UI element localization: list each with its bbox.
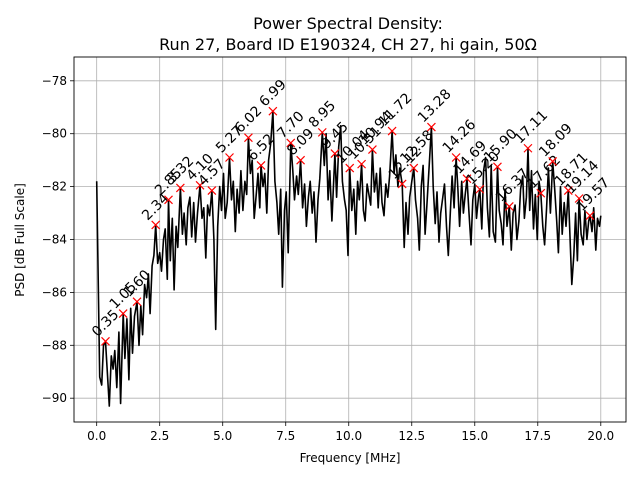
- peak-marker: [164, 195, 173, 205]
- peak-marker: [268, 106, 278, 116]
- x-tick-label: 7.5: [276, 429, 295, 443]
- x-tick-label: 17.5: [524, 429, 551, 443]
- chart-title: Power Spectral Density:: [253, 14, 443, 33]
- peak-marker: [225, 153, 234, 162]
- peak-marker: [286, 138, 296, 148]
- peak-marker: [132, 297, 142, 307]
- x-tick-label: 5.0: [213, 429, 232, 443]
- peak-label: 13.28: [415, 86, 455, 126]
- y-tick-label: −90: [42, 391, 67, 405]
- peak-marker: [504, 202, 514, 211]
- peak-marker: [118, 309, 128, 318]
- peak-label: 6.02: [232, 103, 265, 136]
- peak-marker: [548, 157, 558, 166]
- chart-subtitle: Run 27, Board ID E190324, CH 27, hi gain…: [159, 35, 537, 54]
- y-tick-label: −80: [42, 127, 67, 141]
- peak-marker: [330, 149, 340, 158]
- x-tick-label: 2.5: [150, 429, 169, 443]
- peak-marker: [493, 162, 502, 172]
- peak-marker: [256, 161, 266, 170]
- peak-marker: [536, 188, 546, 198]
- peak-marker: [426, 122, 436, 132]
- x-axis-label: Frequency [MHz]: [300, 451, 401, 465]
- peak-marker: [451, 153, 461, 162]
- peak-marker: [243, 133, 253, 143]
- peak-marker: [101, 336, 110, 346]
- y-tick-label: −84: [42, 233, 67, 247]
- y-tick-label: −88: [42, 338, 67, 352]
- y-tick-label: −78: [42, 74, 67, 88]
- x-axis-ticks: 0.0 2.5 5.0 7.5 10.0 12.5 15.0 17.5 20.0: [87, 422, 614, 443]
- y-tick-label: −82: [42, 180, 67, 194]
- x-tick-label: 15.0: [461, 429, 488, 443]
- peak-marker: [387, 126, 397, 136]
- peak-marker: [175, 183, 185, 193]
- peak-label: 6.99: [256, 77, 289, 110]
- peak-marker: [563, 186, 573, 195]
- y-axis-ticks: −78 −80 −82 −84 −86 −88 −90: [42, 74, 74, 405]
- peak-marker: [207, 186, 217, 195]
- peak-marker: [585, 211, 595, 221]
- peak-marker: [523, 143, 533, 153]
- x-tick-label: 0.0: [87, 429, 106, 443]
- plot-area: 0.351.051.602.342.853.324.104.575.276.02…: [89, 77, 613, 407]
- peak-marker: [574, 194, 584, 203]
- peak-marker: [151, 220, 161, 230]
- peak-marker: [462, 174, 472, 184]
- peak-marker: [195, 180, 205, 190]
- x-tick-label: 12.5: [398, 429, 425, 443]
- peak-marker: [345, 163, 355, 173]
- peak-label: 11.72: [376, 90, 416, 130]
- peak-marker: [296, 155, 306, 165]
- peak-marker: [357, 159, 367, 169]
- x-tick-label: 10.0: [335, 429, 362, 443]
- peak-marker: [317, 127, 327, 137]
- y-tick-label: −86: [42, 285, 67, 299]
- peak-marker: [368, 145, 377, 154]
- y-axis-label: PSD [dB Full Scale]: [13, 183, 27, 297]
- peak-marker: [475, 184, 485, 194]
- x-tick-label: 20.0: [587, 429, 614, 443]
- peak-marker: [409, 163, 419, 173]
- peak-marker: [397, 179, 407, 189]
- psd-series-line: [95, 110, 602, 407]
